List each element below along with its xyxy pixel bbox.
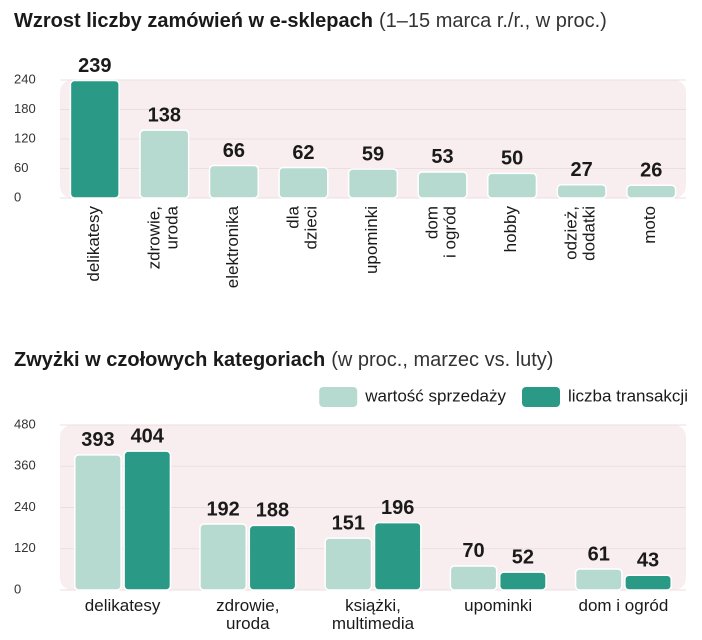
value-label: 43	[637, 550, 659, 572]
bar	[487, 172, 538, 199]
label-line: hobby	[502, 206, 521, 253]
bar	[278, 166, 329, 199]
value-label: 52	[512, 546, 534, 568]
label-line: książki,	[345, 596, 401, 615]
value-label: 192	[206, 498, 239, 520]
title: Wzrost liczby zamówień w e-sklepach	[14, 10, 373, 32]
x-tick-label: książki, multimedia	[332, 596, 415, 633]
value-label: 239	[78, 55, 111, 77]
label-line: dzieci	[302, 206, 321, 249]
label-line: odzież,	[562, 206, 581, 260]
value-label: 188	[256, 500, 289, 522]
bar	[373, 521, 422, 591]
label-line: elektronika	[223, 205, 242, 288]
bar	[498, 571, 547, 591]
x-tick-label: hobby	[502, 206, 521, 253]
x-tick-label: upominki	[362, 206, 381, 274]
label-line: i ogród	[441, 206, 460, 258]
x-tick-label: delikatesy	[85, 596, 161, 615]
x-tick-label: delikatesy	[84, 206, 103, 282]
bar	[417, 171, 468, 199]
y-tick-label: 0	[14, 189, 21, 204]
legend-swatch	[522, 387, 560, 407]
label-line: zdrowie,	[145, 206, 164, 269]
bar	[69, 79, 120, 199]
value-label: 66	[223, 140, 245, 162]
title: Zwyżki w czołowych kategoriach	[14, 349, 325, 371]
value-label: 62	[292, 142, 314, 164]
bar	[449, 565, 498, 591]
y-tick-label: 240	[14, 71, 36, 86]
bar	[626, 184, 677, 199]
value-label: 393	[81, 429, 114, 451]
value-label: 151	[332, 512, 365, 534]
bar	[347, 168, 399, 199]
label-line: upominki	[362, 206, 381, 274]
label-line: delikatesy	[85, 596, 161, 615]
label-line: zdrowie,	[216, 596, 279, 615]
subtitle: (w proc., marzec vs. luty)	[331, 349, 553, 371]
x-tick-label: odzież,dodatki	[562, 206, 599, 261]
chart-title: Zwyżki w czołowych kategoriach (w proc., …	[14, 349, 553, 371]
value-label: 26	[640, 159, 662, 181]
value-label: 59	[362, 143, 384, 165]
y-tick-label: 360	[14, 458, 36, 473]
bar	[624, 574, 672, 591]
subtitle: (1–15 marca r./r., w proc.)	[379, 10, 607, 32]
x-tick-label: moto	[641, 206, 660, 244]
label-line: moto	[641, 206, 660, 244]
value-label: 70	[462, 540, 484, 562]
y-tick-label: 0	[14, 581, 21, 596]
x-tick-label: domi ogród	[423, 206, 460, 258]
label-line: dom	[423, 206, 442, 239]
label-line: dom i ogród	[579, 596, 669, 615]
x-tick-label: dom i ogród	[579, 596, 669, 615]
legend-label: liczba transakcji	[568, 386, 688, 405]
x-tick-label: zdrowie,uroda	[145, 205, 182, 269]
label-line: dla	[284, 205, 303, 228]
chart-title: Wzrost liczby zamówień w e-sklepach (1–15…	[14, 10, 607, 32]
value-label: 196	[381, 497, 414, 519]
bar	[324, 537, 373, 591]
value-label: 50	[501, 148, 523, 170]
legend-swatch	[319, 387, 358, 407]
bar	[574, 568, 623, 591]
label-line: multimedia	[332, 614, 415, 633]
y-tick-label: 480	[14, 416, 36, 431]
bar	[248, 524, 297, 591]
bar	[123, 450, 172, 591]
y-tick-label: 240	[14, 499, 36, 514]
label-line: upominki	[464, 596, 532, 615]
x-tick-label: dladzieci	[284, 205, 321, 249]
value-label: 53	[431, 146, 453, 168]
x-tick-label: upominki	[464, 596, 532, 615]
x-tick-label: elektronika	[223, 205, 242, 288]
value-label: 27	[571, 159, 593, 181]
label-line: dodatki	[580, 206, 599, 261]
bar	[208, 164, 259, 199]
x-tick-label: zdrowie,uroda	[216, 596, 279, 633]
value-label: 138	[148, 104, 181, 126]
bar	[199, 523, 248, 591]
bar	[74, 454, 122, 591]
y-tick-label: 180	[14, 101, 36, 116]
value-label: 61	[588, 543, 610, 565]
bar	[556, 183, 607, 199]
y-tick-label: 120	[14, 130, 36, 145]
bar	[139, 129, 190, 199]
label-line: uroda	[163, 205, 182, 249]
label-line: delikatesy	[84, 206, 103, 282]
y-tick-label: 120	[14, 540, 36, 555]
value-label: 404	[131, 425, 165, 447]
label-line: uroda	[226, 614, 270, 633]
legend-label: wartość sprzedaży	[364, 386, 506, 405]
y-tick-label: 60	[14, 160, 28, 175]
